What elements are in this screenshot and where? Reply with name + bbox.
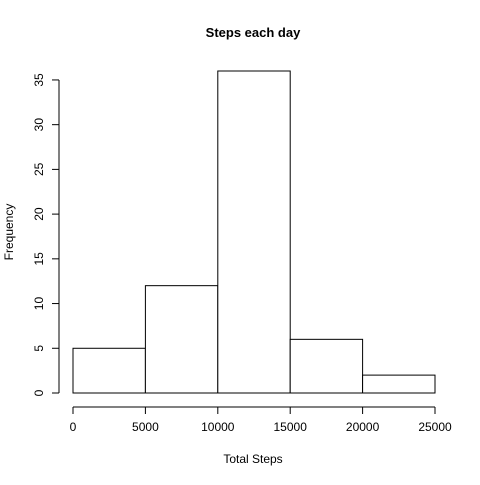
y-tick-label-7: 35 xyxy=(32,73,46,87)
histogram-bar-0 xyxy=(73,348,145,393)
histogram-bar-4 xyxy=(363,375,435,393)
x-tick-label-0: 0 xyxy=(70,420,77,434)
x-tick-label-5: 25000 xyxy=(418,420,452,434)
histogram-bars xyxy=(73,71,435,393)
y-tick-label-2: 10 xyxy=(32,297,46,311)
y-tick-label-5: 25 xyxy=(32,162,46,176)
y-tick-label-3: 15 xyxy=(32,252,46,266)
x-tick-label-2: 10000 xyxy=(201,420,235,434)
histogram-bar-1 xyxy=(145,286,217,393)
y-axis-label: Frequency xyxy=(2,204,16,261)
x-axis: 0 5000 10000 15000 20000 25000 xyxy=(70,407,452,434)
chart-title: Steps each day xyxy=(206,25,301,40)
x-axis-label: Total Steps xyxy=(223,452,282,466)
histogram-bar-3 xyxy=(290,339,362,393)
y-tick-label-0: 0 xyxy=(32,389,46,396)
y-tick-label-1: 5 xyxy=(32,345,46,352)
y-axis: 0 5 10 15 20 25 30 35 xyxy=(32,73,59,396)
x-tick-label-3: 15000 xyxy=(274,420,308,434)
y-tick-label-4: 20 xyxy=(32,207,46,221)
histogram-bar-2 xyxy=(218,71,290,393)
x-tick-label-4: 20000 xyxy=(346,420,380,434)
x-tick-label-1: 5000 xyxy=(132,420,159,434)
y-tick-label-6: 30 xyxy=(32,118,46,132)
